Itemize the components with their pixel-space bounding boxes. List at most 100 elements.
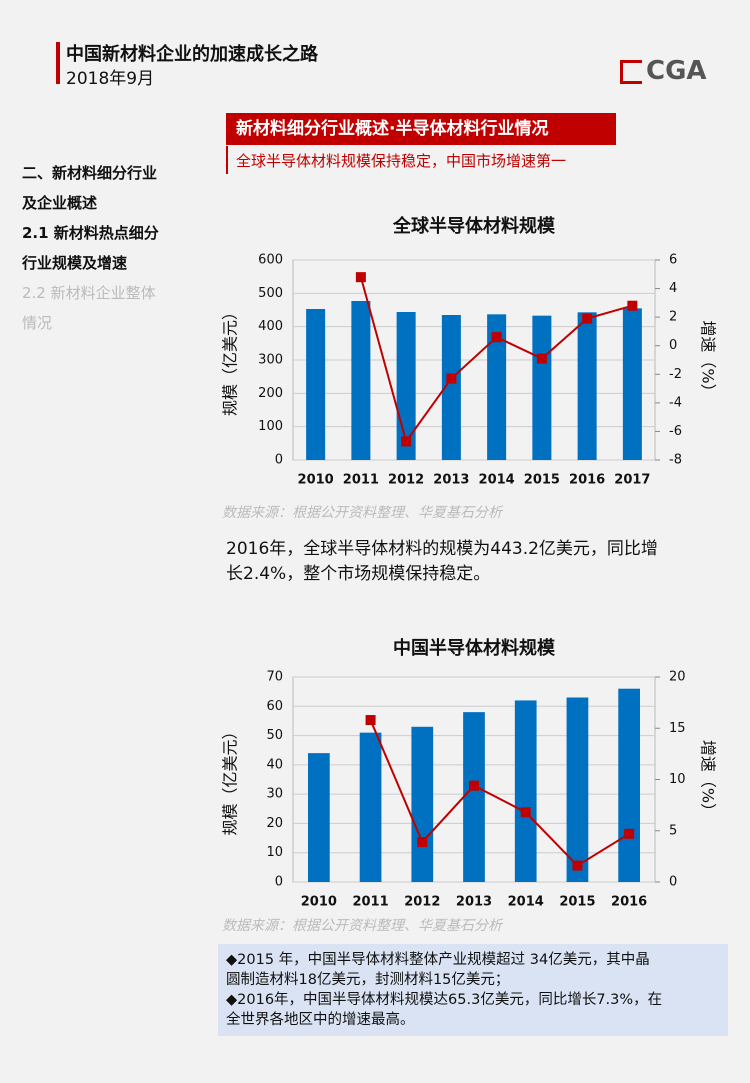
bar xyxy=(577,312,597,460)
note-box: ◆2015 年，中国半导体材料整体产业规模超过 34亿美元，其中晶 圆制造材料1… xyxy=(218,944,728,1036)
sidebar-item[interactable]: 2.2 新材料企业整体 xyxy=(22,284,156,302)
y-tick-label: 400 xyxy=(258,319,283,334)
x-tick-label: 2015 xyxy=(559,895,595,910)
bar xyxy=(487,314,507,460)
y2-tick-label: 5 xyxy=(669,823,677,838)
bar xyxy=(463,712,485,882)
x-tick-label: 2010 xyxy=(301,895,337,910)
chart-title: 中国半导体材料规模 xyxy=(393,637,556,659)
header-bar xyxy=(56,42,60,84)
header-date: 2018年9月 xyxy=(66,69,155,89)
bar xyxy=(618,688,641,882)
bar xyxy=(359,732,382,882)
y2-tick-label: 2 xyxy=(669,310,677,325)
y-axis-label: 规模（亿美元） xyxy=(221,723,240,835)
x-tick-label: 2012 xyxy=(404,895,440,910)
line-marker xyxy=(627,300,638,311)
sidebar-item[interactable]: 情况 xyxy=(22,314,53,332)
y2-tick-label: 6 xyxy=(669,253,677,268)
line-marker xyxy=(520,807,531,818)
bar xyxy=(622,308,642,460)
line-marker xyxy=(401,436,412,447)
y2-tick-label: 0 xyxy=(669,338,677,353)
y2-tick-label: -8 xyxy=(669,453,682,468)
y-tick-label: 200 xyxy=(258,386,283,401)
y-tick-label: 500 xyxy=(258,286,283,301)
y2-axis-label: 增速（%） xyxy=(699,320,718,399)
y-tick-label: 20 xyxy=(266,816,283,831)
bar xyxy=(306,309,326,460)
bar xyxy=(532,315,552,460)
bar xyxy=(566,697,589,882)
note-line: 全世界各地区中的增速最高。 xyxy=(226,1012,415,1028)
line-marker xyxy=(572,860,583,871)
banner-subtitle: 全球半导体材料规模保持稳定，中国市场增速第一 xyxy=(236,152,567,170)
y-tick-label: 100 xyxy=(258,419,283,434)
banner-line xyxy=(226,146,228,174)
chart-title: 全球半导体材料规模 xyxy=(392,215,556,237)
y-tick-label: 0 xyxy=(275,875,283,890)
line-marker xyxy=(365,715,376,726)
y-tick-label: 10 xyxy=(266,845,283,860)
logo-icon xyxy=(620,60,642,84)
y2-tick-label: 15 xyxy=(669,721,686,736)
sidebar-item[interactable]: 行业规模及增速 xyxy=(22,254,128,272)
y2-axis-label: 增速（%） xyxy=(699,740,718,819)
y2-tick-label: -4 xyxy=(669,395,682,410)
y-tick-label: 300 xyxy=(258,353,283,368)
x-tick-label: 2012 xyxy=(388,473,424,488)
y2-tick-label: 0 xyxy=(669,875,677,890)
line-marker xyxy=(624,828,635,839)
note-line: ◆2016年，中国半导体材料规模达65.3亿美元，同比增长7.3%，在 xyxy=(226,992,663,1008)
y2-tick-label: 10 xyxy=(669,772,686,787)
bar xyxy=(351,301,371,460)
y2-tick-label: 4 xyxy=(669,281,677,296)
sidebar-item[interactable]: 二、新材料细分行业 xyxy=(22,164,158,182)
note-line: ◆2015 年，中国半导体材料整体产业规模超过 34亿美元，其中晶 xyxy=(226,952,650,968)
bar xyxy=(441,315,461,460)
y-axis-label: 规模（亿美元） xyxy=(221,304,240,416)
note-line: 圆制造材料18亿美元，封测材料15亿美元； xyxy=(226,972,510,988)
line-marker xyxy=(355,272,366,283)
line-marker xyxy=(536,353,547,364)
banner-title: 新材料细分行业概述·半导体材料行业情况 xyxy=(226,113,616,145)
bar xyxy=(307,753,330,882)
sidebar-item[interactable]: 及企业概述 xyxy=(22,194,98,212)
sidebar-item[interactable]: 2.1 新材料热点细分 xyxy=(22,224,159,242)
x-tick-label: 2010 xyxy=(298,473,334,488)
x-tick-label: 2017 xyxy=(614,473,650,488)
y-tick-label: 600 xyxy=(258,253,283,268)
y-tick-label: 30 xyxy=(266,787,283,802)
line xyxy=(369,719,630,867)
x-tick-label: 2015 xyxy=(524,473,560,488)
paragraph-line: 2016年，全球半导体材料的规模为443.2亿美元，同比增 xyxy=(226,539,658,559)
x-tick-label: 2014 xyxy=(479,473,515,488)
bar xyxy=(411,726,434,882)
x-tick-label: 2013 xyxy=(456,895,492,910)
x-tick-label: 2011 xyxy=(343,473,379,488)
x-tick-label: 2014 xyxy=(508,895,544,910)
paragraph: 2016年，全球半导体材料的规模为443.2亿美元，同比增 长2.4%，整个市场… xyxy=(226,537,658,587)
paragraph-line: 长2.4%，整个市场规模保持稳定。 xyxy=(226,564,491,584)
line-marker xyxy=(417,837,428,848)
line-marker xyxy=(469,780,479,791)
source: 数据来源：根据公开资料整理、华夏基石分析 xyxy=(222,505,504,521)
bar xyxy=(514,700,537,882)
x-tick-label: 2013 xyxy=(433,473,469,488)
x-tick-label: 2016 xyxy=(569,473,605,488)
header-title: 中国新材料企业的加速成长之路 xyxy=(66,44,318,65)
y2-tick-label: -6 xyxy=(669,424,682,439)
line-marker xyxy=(582,313,593,324)
y-tick-label: 40 xyxy=(266,757,283,772)
x-tick-label: 2011 xyxy=(352,895,388,910)
y2-tick-label: -2 xyxy=(669,367,682,382)
y-tick-label: 70 xyxy=(266,670,283,685)
line-marker xyxy=(491,332,502,343)
y2-tick-label: 20 xyxy=(669,670,686,685)
source: 数据来源：根据公开资料整理、华夏基石分析 xyxy=(222,918,504,934)
y-tick-label: 60 xyxy=(266,699,283,714)
y-tick-label: 0 xyxy=(275,453,283,468)
y-tick-label: 50 xyxy=(266,728,283,743)
